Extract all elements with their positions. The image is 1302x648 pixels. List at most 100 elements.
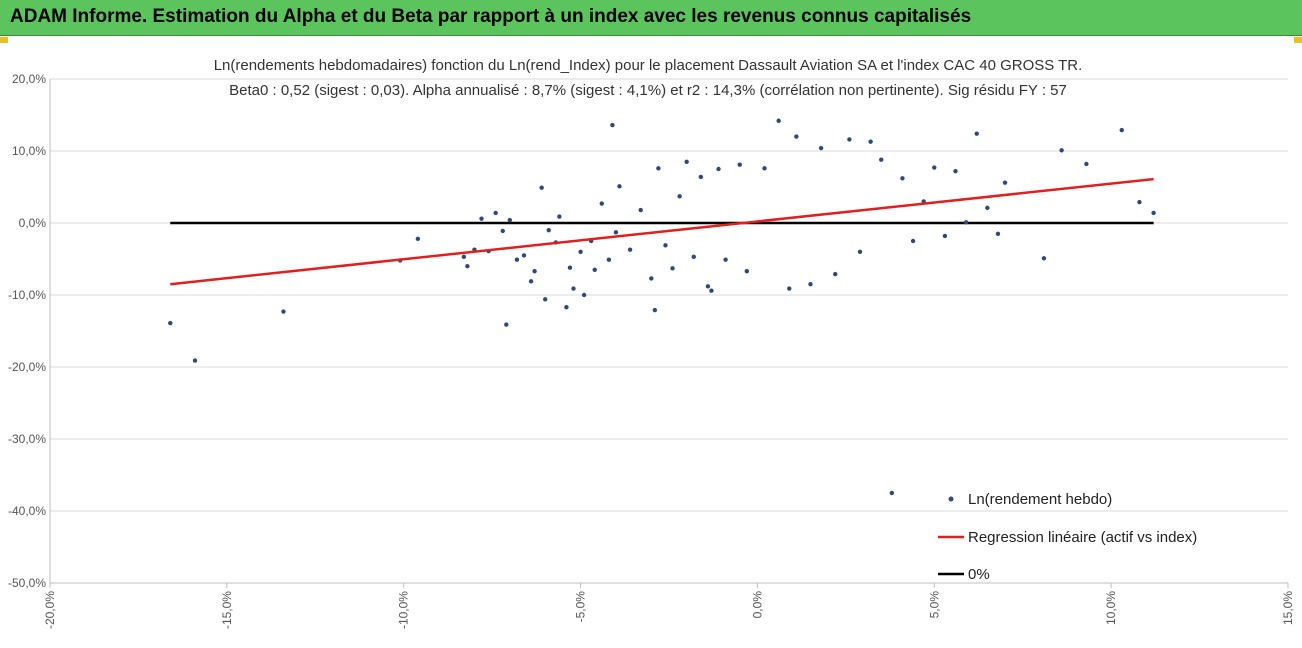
legend-label-regression: Regression linéaire (actif vs index)	[968, 529, 1197, 546]
data-point	[942, 233, 948, 239]
data-point	[684, 159, 689, 164]
data-point	[578, 249, 583, 254]
data-point	[564, 305, 569, 310]
y-tick-label: -30,0%	[8, 432, 46, 446]
data-point	[985, 205, 990, 211]
data-point	[168, 320, 173, 326]
data-point	[1041, 256, 1047, 261]
y-tick-label: -10,0%	[8, 288, 46, 302]
data-point	[868, 139, 873, 144]
data-point	[974, 131, 979, 136]
x-tick-label: -5,0%	[574, 591, 588, 623]
y-tick-label: -40,0%	[8, 504, 46, 518]
data-point	[716, 166, 721, 172]
corner-marker-left	[0, 37, 8, 43]
data-point	[617, 184, 622, 189]
data-point	[557, 214, 562, 219]
data-point	[192, 358, 198, 363]
data-point	[857, 249, 863, 254]
data-point	[705, 284, 711, 289]
data-point	[670, 266, 675, 271]
data-point	[592, 267, 597, 272]
data-point	[709, 288, 714, 293]
data-point	[571, 286, 576, 291]
data-point	[281, 309, 286, 314]
data-point	[638, 207, 643, 213]
data-point	[606, 257, 612, 262]
data-point	[910, 238, 916, 244]
data-point	[613, 230, 619, 235]
data-point	[1084, 161, 1089, 167]
report-header: ADAM Informe. Estimation du Alpha et du …	[0, 0, 1302, 36]
y-tick-label: 0,0%	[19, 216, 47, 230]
axis-layer: 20,0% 10,0% 0,0% -10,0% -20,0% -30,0% -40,0% -5…	[8, 72, 1295, 629]
data-point	[879, 157, 884, 162]
data-point	[889, 490, 895, 496]
data-point	[737, 162, 742, 167]
data-point	[698, 174, 704, 180]
chart-title-line-1: Ln(rendements hebdomadaires) fonction du…	[214, 57, 1083, 74]
y-tick-label: -50,0%	[8, 576, 46, 590]
data-point	[581, 292, 587, 298]
data-point	[900, 176, 905, 181]
data-point	[833, 271, 838, 277]
data-point	[818, 145, 824, 151]
data-point	[847, 137, 852, 142]
data-point	[521, 253, 527, 258]
data-point	[677, 194, 682, 199]
x-tick-label: -10,0%	[397, 591, 411, 629]
legend-label-zero: 0%	[968, 566, 990, 583]
x-tick-label: 10,0%	[1104, 591, 1118, 625]
data-point	[776, 118, 781, 123]
data-point	[652, 307, 658, 313]
data-point	[691, 254, 696, 260]
data-point	[514, 257, 520, 262]
data-point	[1137, 199, 1142, 205]
report-title: ADAM Informe. Estimation du Alpha et du …	[10, 6, 972, 27]
data-point	[1002, 180, 1008, 185]
data-point	[932, 165, 937, 170]
data-point	[794, 134, 799, 139]
data-point	[627, 247, 633, 252]
data-point	[539, 185, 544, 190]
data-point	[493, 210, 498, 216]
x-tick-label: 5,0%	[927, 591, 941, 619]
x-tick-label: 0,0%	[750, 591, 764, 619]
y-tick-label: 20,0%	[12, 72, 46, 86]
legend-label-scatter: Ln(rendement hebdo)	[968, 491, 1112, 508]
data-point	[504, 322, 509, 327]
data-point	[543, 297, 548, 302]
legend-marker-scatter	[948, 496, 954, 502]
chart-area: 20,0% 10,0% 0,0% -10,0% -20,0% -30,0% -40,0% -5…	[0, 37, 1302, 648]
data-point	[528, 279, 534, 284]
data-point	[507, 217, 513, 223]
data-point	[953, 168, 958, 174]
scatter-chart: 20,0% 10,0% 0,0% -10,0% -20,0% -30,0% -40,0% -5…	[8, 57, 1295, 629]
data-point	[567, 265, 573, 270]
data-point	[787, 286, 792, 291]
corner-marker-right	[1294, 37, 1302, 43]
data-point	[1151, 210, 1156, 216]
x-tick-label: 15,0%	[1281, 591, 1295, 625]
data-point	[649, 276, 654, 281]
data-point	[963, 220, 969, 225]
data-point	[415, 236, 421, 242]
data-point	[723, 257, 728, 262]
data-point	[808, 282, 813, 287]
data-point	[500, 228, 505, 234]
data-point	[479, 216, 484, 221]
data-point	[744, 269, 750, 274]
data-point	[762, 166, 767, 171]
data-point	[1059, 148, 1064, 153]
data-point	[610, 122, 615, 128]
legend: Ln(rendement hebdo) Regression linéaire (…	[938, 491, 1197, 583]
data-point	[656, 166, 661, 171]
x-tick-label: -20,0%	[43, 591, 57, 629]
chart-title-line-2: Beta0 : 0,52 (sigest : 0,03). Alpha annu…	[229, 82, 1067, 99]
data-point	[461, 254, 467, 260]
data-point	[1119, 127, 1124, 133]
data-point	[546, 228, 551, 233]
x-tick-label: -15,0%	[220, 591, 234, 629]
data-layer	[168, 118, 1156, 496]
data-point	[995, 231, 1001, 236]
